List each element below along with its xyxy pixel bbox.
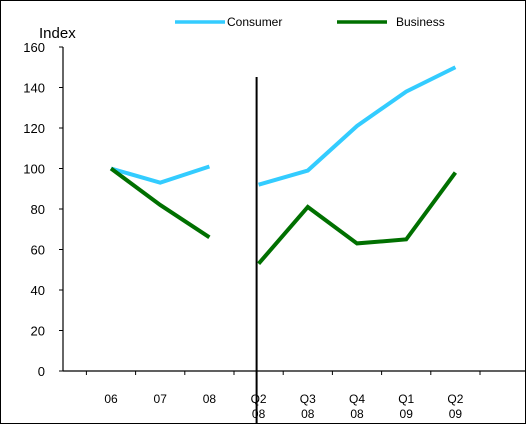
y-tick-label: 60	[31, 243, 45, 258]
y-axis-label: Index	[39, 25, 76, 42]
x-tick-label: Q3	[300, 392, 316, 406]
series-line-business	[109, 166, 211, 240]
x-tick-label-line2: 08	[252, 407, 266, 421]
x-tick-label: Q1	[398, 392, 414, 406]
y-tick-label: 20	[31, 324, 45, 339]
x-tick-label: 07	[154, 392, 168, 406]
legend: Consumer Business	[175, 15, 445, 29]
y-tick-label: 0	[38, 364, 45, 379]
series-line-consumer	[258, 65, 457, 187]
series-line-consumer	[110, 164, 211, 185]
y-tick-label: 140	[23, 81, 45, 96]
legend-label-consumer: Consumer	[227, 15, 282, 29]
x-tick-label: Q2	[251, 392, 267, 406]
y-tick-label: 40	[31, 283, 45, 298]
legend-label-business: Business	[396, 15, 445, 29]
y-tick-label: 120	[23, 121, 45, 136]
y-tick-label: 80	[31, 202, 45, 217]
x-tick-label: Q2	[447, 392, 463, 406]
y-tick-label: 100	[23, 162, 45, 177]
y-axis: 0 20 40 60 80 100 120 140 160	[23, 40, 64, 379]
x-tick-label: Q4	[349, 392, 365, 406]
x-tick-label: 06	[104, 392, 118, 406]
x-tick-label-line2: 08	[350, 407, 364, 421]
x-tick-label-line2: 09	[449, 407, 463, 421]
x-tick-label-line2: 08	[301, 407, 315, 421]
series-line-business	[257, 171, 458, 265]
x-tick-label: 08	[203, 392, 217, 406]
series-lines	[109, 65, 458, 265]
y-tick-label: 160	[23, 40, 45, 55]
x-tick-label-line2: 09	[400, 407, 414, 421]
